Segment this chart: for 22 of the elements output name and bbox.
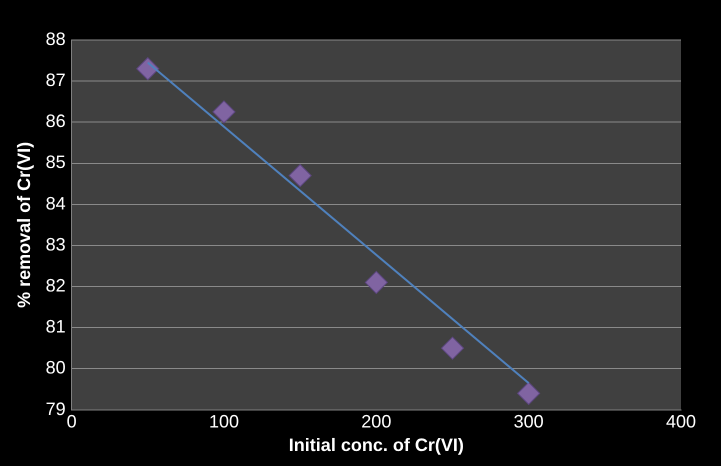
x-tick-label: 300 <box>514 412 544 432</box>
x-tick-label: 0 <box>66 412 77 432</box>
x-tick-label: 400 <box>666 412 696 432</box>
y-tick-label: 81 <box>46 316 66 337</box>
x-axis-title: Initial conc. of Cr(VI) <box>288 435 464 456</box>
y-tick-label: 88 <box>46 28 66 49</box>
y-tick-label: 80 <box>46 358 66 378</box>
y-tick-label: 84 <box>46 193 66 214</box>
y-tick-label: 83 <box>46 234 66 254</box>
y-axis-title: % removal of Cr(VI) <box>14 142 34 308</box>
x-tick-label: 100 <box>208 412 239 432</box>
y-tick-label: 85 <box>46 152 66 172</box>
point <box>288 164 312 188</box>
point <box>440 336 464 360</box>
point <box>364 270 388 294</box>
point <box>212 100 236 124</box>
y-tick-label: 79 <box>46 398 66 419</box>
point <box>517 382 540 405</box>
x-tick-label: 200 <box>361 412 392 432</box>
y-tick-label: 87 <box>46 70 66 90</box>
y-tick-label: 82 <box>46 276 66 296</box>
y-tick-label: 86 <box>46 111 66 132</box>
